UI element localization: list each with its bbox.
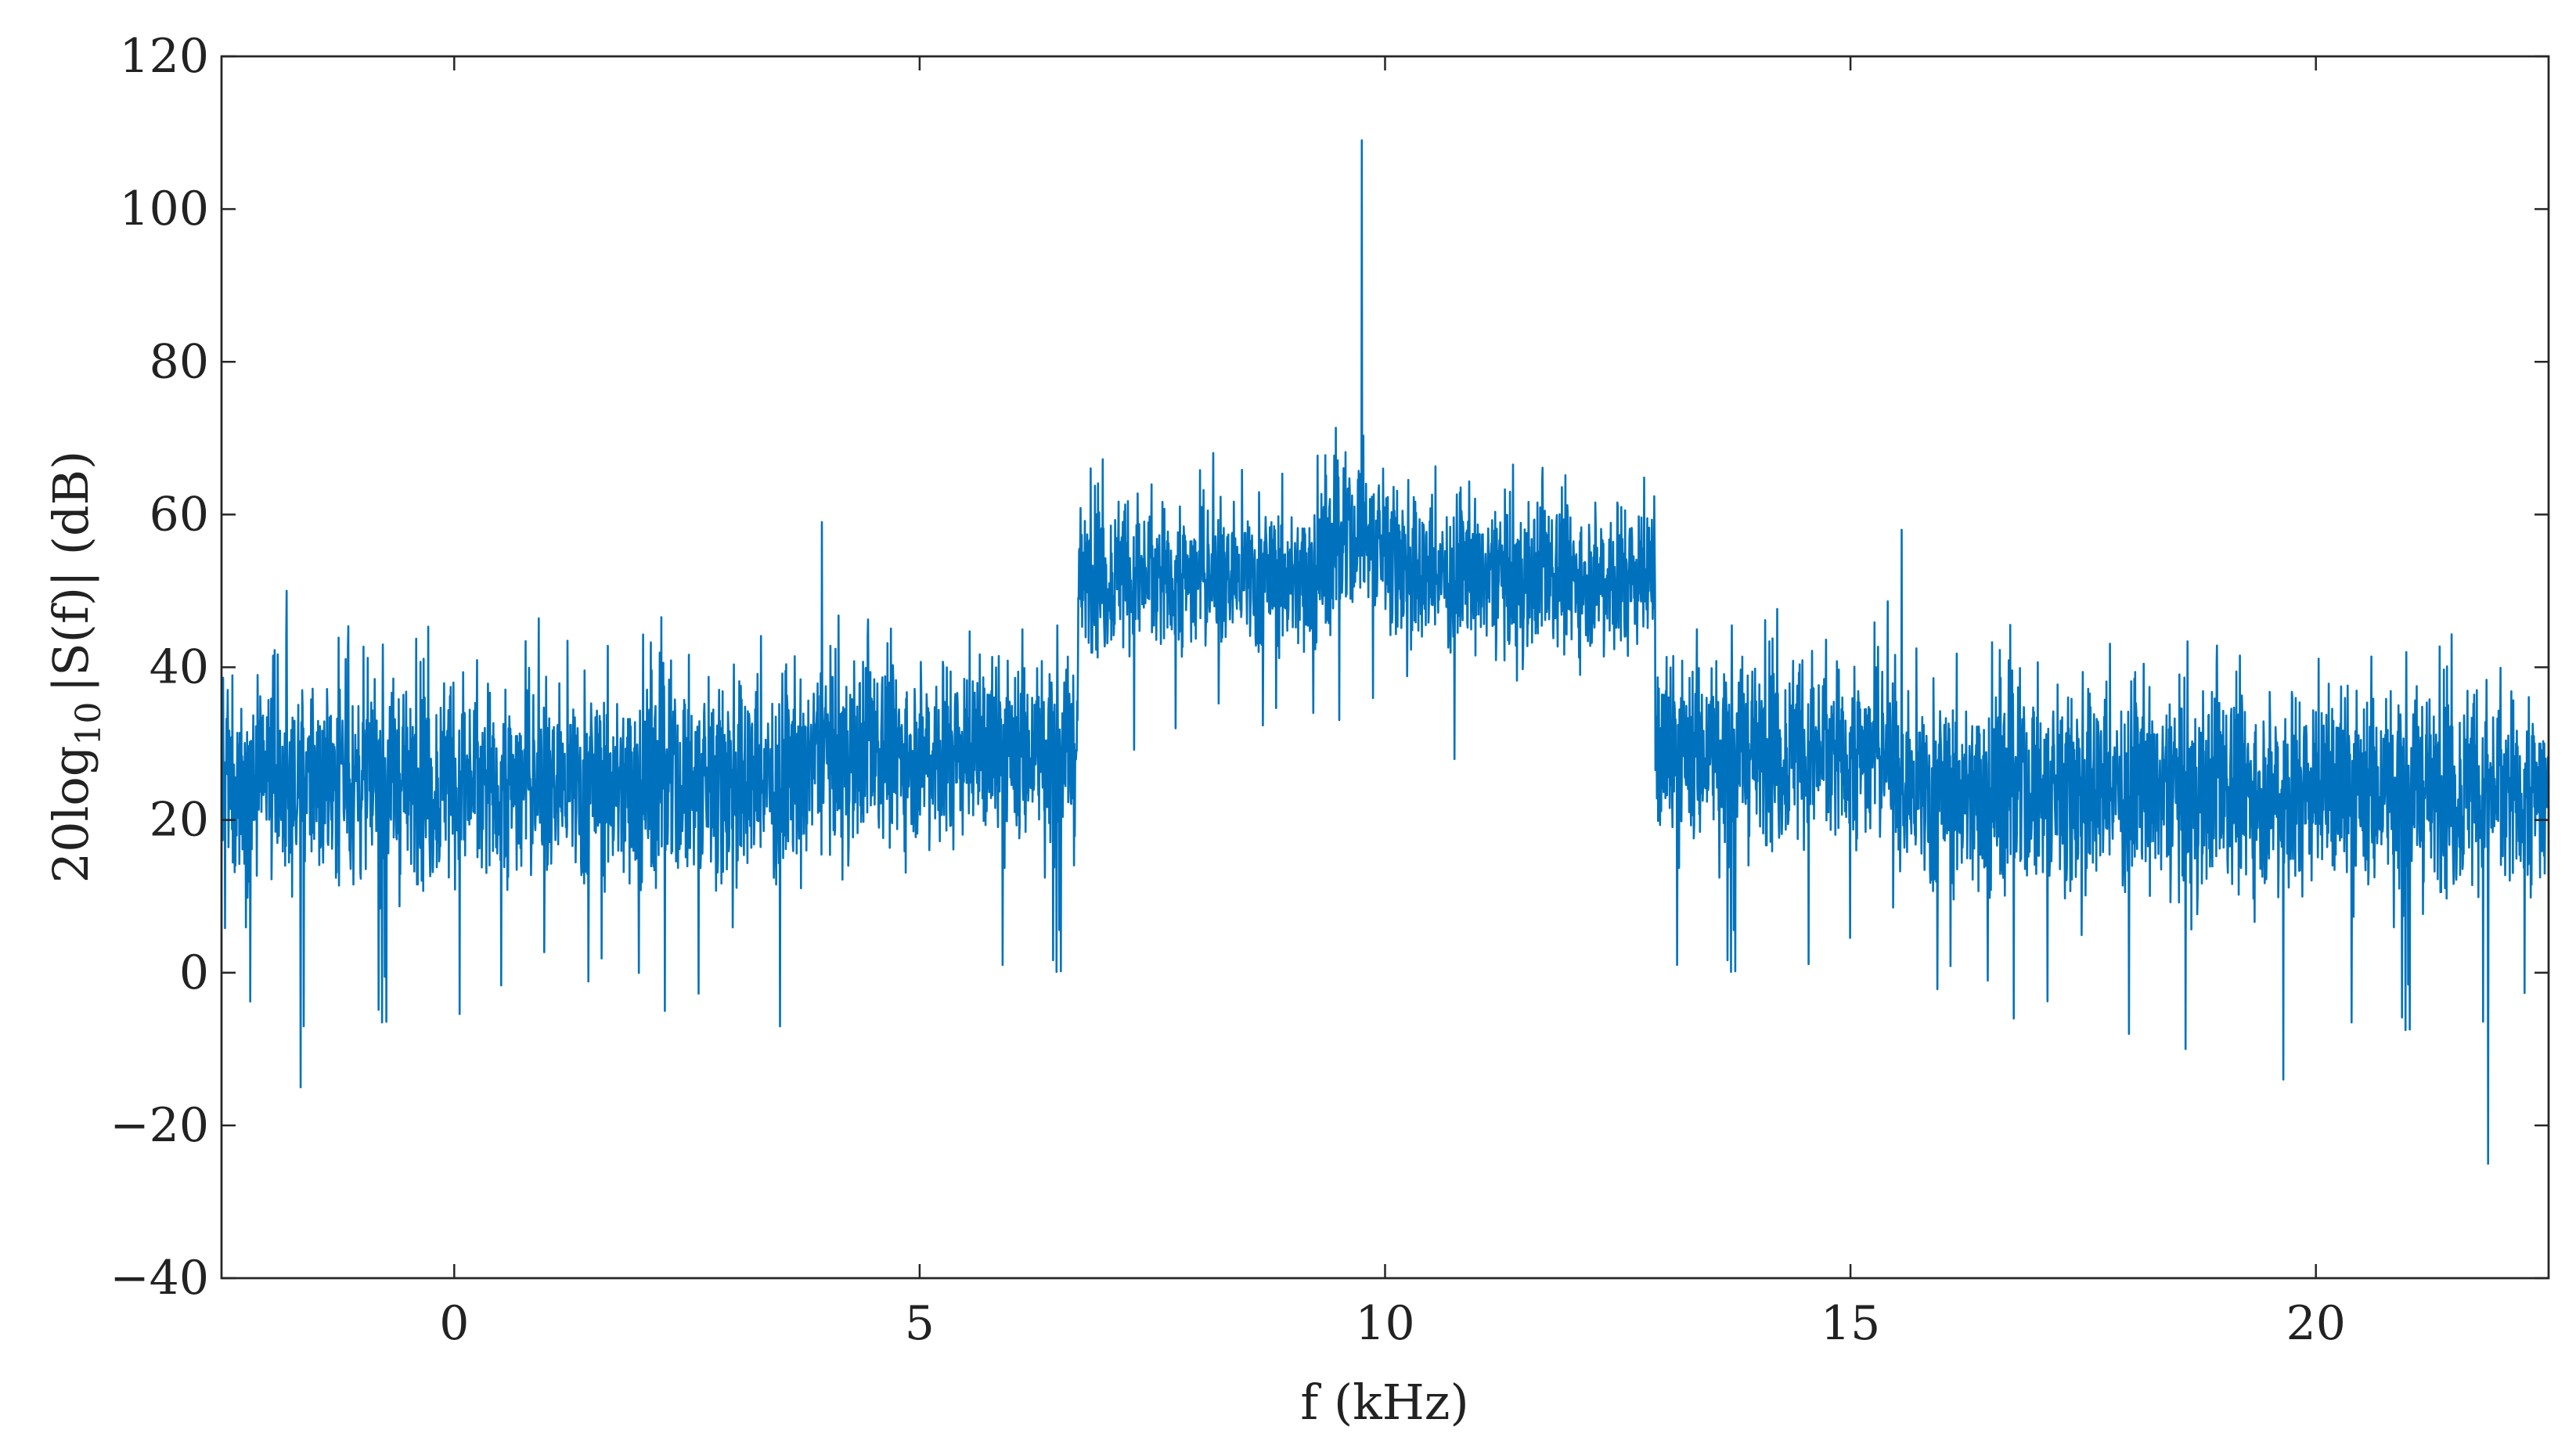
x-tick-label: 10: [1355, 1296, 1414, 1351]
plot-area: [220, 55, 2550, 1280]
y-axis-label: 20log10 |S(f)| (dB): [42, 451, 109, 884]
x-axis-ticks: 0 5 10 15 20: [439, 56, 2346, 1351]
y-tick-label: 20: [150, 793, 209, 848]
x-tick-label: 0: [439, 1296, 469, 1351]
y-axis-label-prefix: 20log: [42, 746, 99, 884]
y-tick-label: 40: [150, 640, 209, 695]
x-tick-label: 5: [905, 1296, 935, 1351]
y-axis-label-subscript: 10: [69, 702, 109, 746]
y-tick-label: 100: [119, 182, 209, 236]
spectrum-line: [220, 139, 2550, 1165]
y-axis-ticks: −40 −20 0 20 40 60 80 100 120: [110, 29, 2549, 1306]
y-tick-label: −20: [110, 1098, 209, 1153]
y-tick-label: −40: [110, 1251, 209, 1306]
y-axis-label-suffix: |S(f)| (dB): [42, 451, 99, 693]
y-tick-label: 0: [179, 946, 209, 1000]
plot-frame: [220, 55, 2550, 1280]
y-tick-label: 60: [150, 487, 209, 542]
x-tick-label: 15: [1821, 1296, 1880, 1351]
y-tick-label: 120: [119, 29, 209, 84]
x-axis-label: f (kHz): [1300, 1374, 1468, 1431]
y-tick-label: 80: [150, 334, 209, 389]
x-tick-label: 20: [2286, 1296, 2346, 1351]
